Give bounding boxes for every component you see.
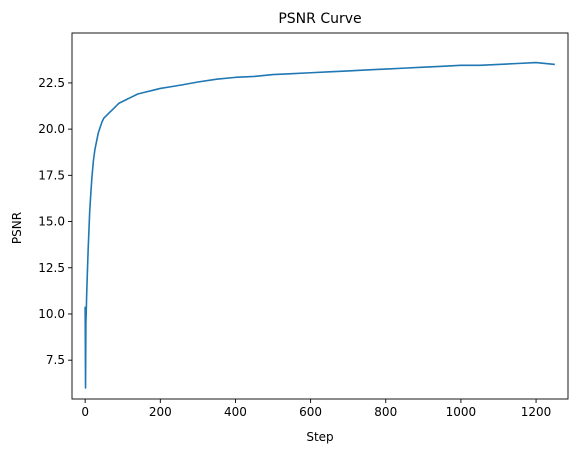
y-tick-label: 17.5	[38, 168, 65, 182]
x-tick-label: 800	[374, 405, 397, 419]
y-axis-label: PSNR	[10, 212, 24, 244]
x-tick-label: 0	[81, 405, 89, 419]
y-tick-label: 15.0	[38, 215, 65, 229]
y-tick-label: 12.5	[38, 261, 65, 275]
x-tick-label: 1000	[446, 405, 477, 419]
x-tick-label: 400	[224, 405, 247, 419]
chart-title: PSNR Curve	[278, 11, 361, 27]
y-tick-label: 7.5	[46, 353, 65, 367]
y-tick-label: 10.0	[38, 307, 65, 321]
axes-frame	[71, 32, 569, 400]
x-tick-label: 600	[299, 405, 322, 419]
series-line-0	[84, 61, 555, 389]
x-tick-label: 1200	[521, 405, 552, 419]
x-tick-label: 200	[149, 405, 172, 419]
y-tick-label: 20.0	[38, 122, 65, 136]
y-tick-label: 22.5	[38, 76, 65, 90]
x-axis-label: Step	[306, 430, 333, 444]
